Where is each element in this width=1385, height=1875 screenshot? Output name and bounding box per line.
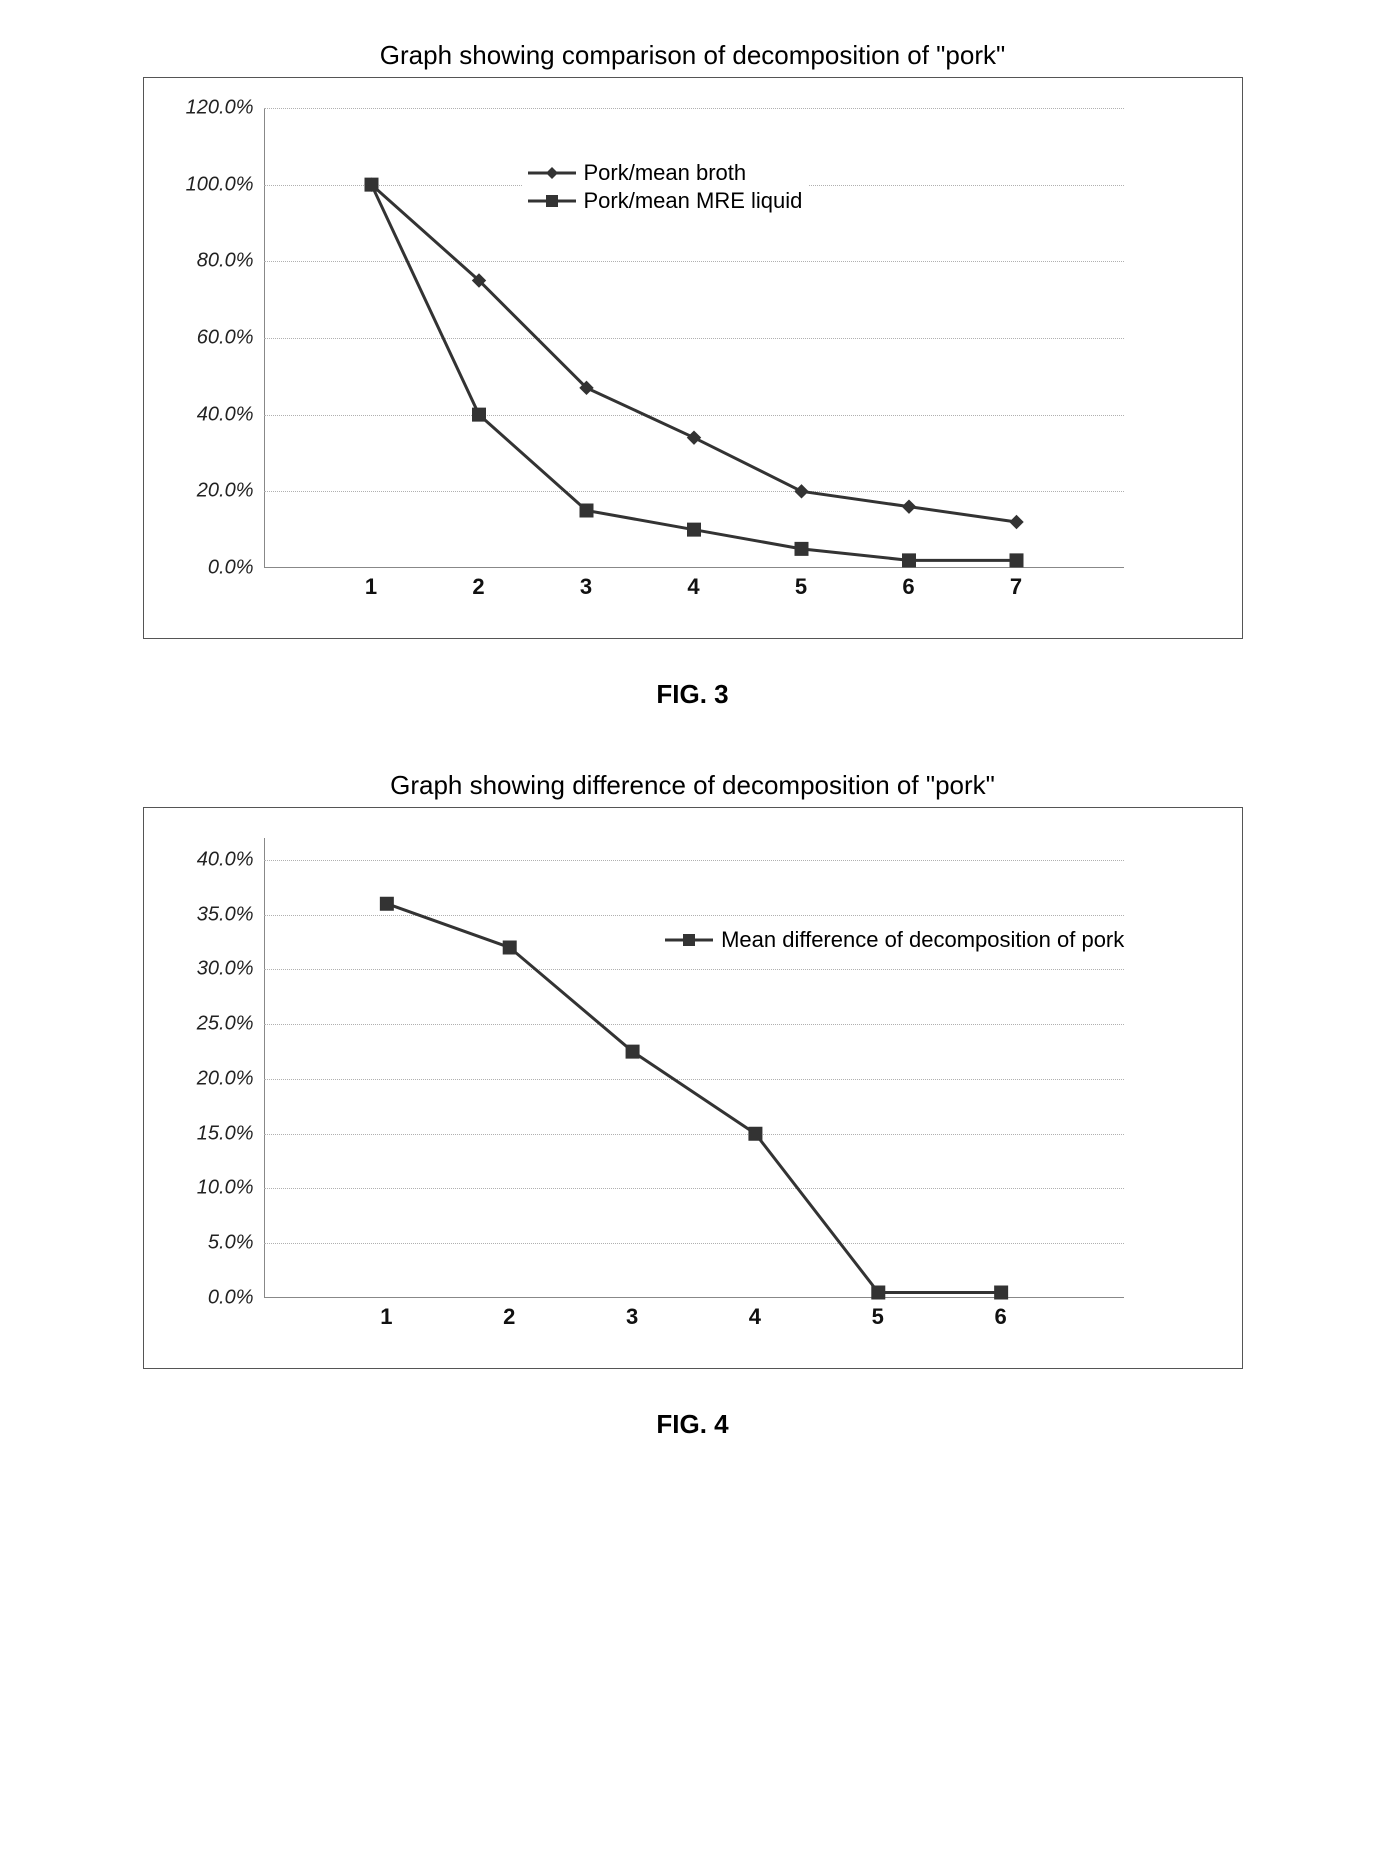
legend: Mean difference of decomposition of pork [659, 921, 1130, 959]
series-line [371, 185, 1016, 522]
chart-title: Graph showing comparison of decompositio… [143, 40, 1243, 71]
series-marker [580, 504, 593, 517]
y-tick-label: 120.0% [186, 97, 264, 120]
y-tick-label: 20.0% [197, 1067, 264, 1090]
legend: Pork/mean brothPork/mean MRE liquid [522, 154, 809, 220]
series-marker [503, 941, 516, 954]
figure-4: Graph showing difference of decompositio… [143, 770, 1243, 1440]
series-marker [1010, 516, 1023, 529]
y-tick-label: 25.0% [197, 1013, 264, 1036]
series-marker [902, 554, 915, 567]
x-tick-label: 6 [995, 1298, 1007, 1330]
x-tick-label: 4 [687, 568, 699, 600]
x-tick-label: 7 [1010, 568, 1022, 600]
series-marker [626, 1045, 639, 1058]
y-tick-label: 100.0% [186, 173, 264, 196]
series-marker [687, 523, 700, 536]
legend-label: Pork/mean broth [584, 160, 747, 186]
figure-3: Graph showing comparison of decompositio… [143, 40, 1243, 710]
x-tick-label: 4 [749, 1298, 761, 1330]
legend-item: Mean difference of decomposition of pork [665, 927, 1124, 953]
x-tick-label: 2 [503, 1298, 515, 1330]
plot-area: 0.0%20.0%40.0%60.0%80.0%100.0%120.0%1234… [264, 108, 1124, 568]
series-marker [380, 897, 393, 910]
x-tick-label: 5 [795, 568, 807, 600]
y-tick-label: 0.0% [208, 557, 264, 580]
x-tick-label: 6 [902, 568, 914, 600]
y-tick-label: 80.0% [197, 250, 264, 273]
y-tick-label: 10.0% [197, 1177, 264, 1200]
series-marker [687, 431, 700, 444]
series-marker [994, 1286, 1007, 1299]
x-tick-label: 3 [626, 1298, 638, 1330]
y-tick-label: 20.0% [197, 480, 264, 503]
x-tick-label: 1 [365, 568, 377, 600]
y-tick-label: 5.0% [208, 1232, 264, 1255]
y-tick-label: 35.0% [197, 903, 264, 926]
x-tick-label: 5 [872, 1298, 884, 1330]
x-tick-label: 1 [380, 1298, 392, 1330]
series-marker [871, 1286, 884, 1299]
legend-item: Pork/mean MRE liquid [528, 188, 803, 214]
legend-label: Mean difference of decomposition of pork [721, 927, 1124, 953]
legend-item: Pork/mean broth [528, 160, 803, 186]
legend-swatch [665, 930, 713, 950]
legend-swatch [528, 191, 576, 211]
series-marker [365, 178, 378, 191]
series-line [386, 904, 1000, 1293]
y-tick-label: 15.0% [197, 1122, 264, 1145]
series-marker [472, 408, 485, 421]
chart-title: Graph showing difference of decompositio… [143, 770, 1243, 801]
legend-swatch [528, 163, 576, 183]
y-tick-label: 40.0% [197, 403, 264, 426]
y-tick-label: 40.0% [197, 848, 264, 871]
figure-caption: FIG. 3 [143, 679, 1243, 710]
legend-label: Pork/mean MRE liquid [584, 188, 803, 214]
y-tick-label: 60.0% [197, 327, 264, 350]
series-marker [748, 1127, 761, 1140]
x-tick-label: 3 [580, 568, 592, 600]
y-tick-label: 0.0% [208, 1287, 264, 1310]
series-svg [264, 838, 1124, 1298]
series-marker [795, 485, 808, 498]
figure-caption: FIG. 4 [143, 1409, 1243, 1440]
x-tick-label: 2 [472, 568, 484, 600]
chart-frame: 0.0% 20.0% 40.0% 60.0% 80.0% 100.0% 120.0% 1 2 3 4… [143, 77, 1243, 639]
series-marker [795, 542, 808, 555]
chart-frame: 0.0% 5.0% 10.0% 15.0% 20.0% 25.0% 30.0% 35.0% 40… [143, 807, 1243, 1369]
series-marker [1010, 554, 1023, 567]
series-line [371, 185, 1016, 561]
plot-area: 0.0%5.0%10.0%15.0%20.0%25.0%30.0%35.0%40… [264, 838, 1124, 1298]
series-marker [902, 500, 915, 513]
y-tick-label: 30.0% [197, 958, 264, 981]
